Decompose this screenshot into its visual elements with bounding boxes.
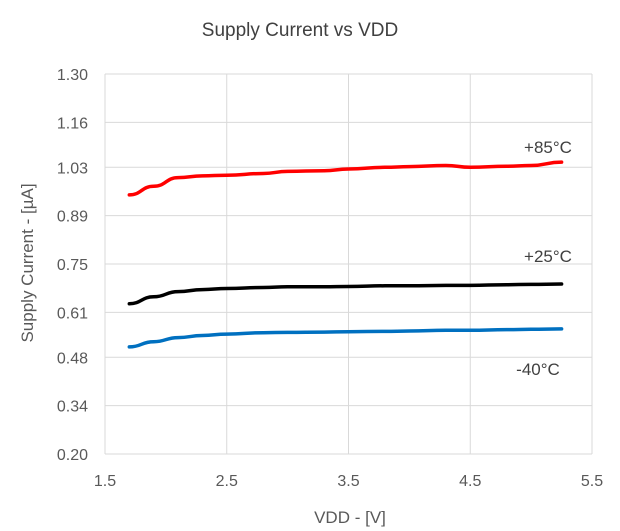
y-tick-label: 1.30 <box>57 67 88 84</box>
series-label: -40°C <box>516 360 560 379</box>
series-label: +25°C <box>524 247 572 266</box>
y-axis-label: Supply Current - [µA] <box>18 183 37 342</box>
chart-title: Supply Current vs VDD <box>202 20 398 41</box>
x-tick-label: 5.5 <box>581 473 603 490</box>
series-line-2 <box>127 327 564 349</box>
x-tick-label: 1.5 <box>94 473 116 490</box>
y-tick-label: 1.03 <box>57 160 88 177</box>
series-lines <box>127 160 564 349</box>
grid-lines <box>104 73 593 455</box>
y-tick-label: 0.48 <box>57 350 88 367</box>
x-tick-label: 2.5 <box>216 473 238 490</box>
y-tick-label: 0.34 <box>57 399 88 416</box>
x-tick-label: 3.5 <box>337 473 359 490</box>
y-tick-label: 1.16 <box>57 115 88 132</box>
series-labels: +85°C +25°C -40°C <box>516 138 572 379</box>
y-tick-label: 0.20 <box>57 447 88 464</box>
y-tick-label: 0.61 <box>57 305 88 322</box>
series-line-0 <box>127 160 564 197</box>
tick-labels: 1.5 2.5 3.5 4.5 5.5 1.30 1.16 1.03 0.89 0.75 0.61 0… <box>57 67 603 490</box>
series-line-1 <box>127 282 564 306</box>
series-label: +85°C <box>524 138 572 157</box>
y-tick-label: 0.89 <box>57 209 88 226</box>
x-axis-label: VDD - [V] <box>314 508 386 527</box>
x-tick-label: 4.5 <box>459 473 481 490</box>
y-tick-label: 0.75 <box>57 257 88 274</box>
